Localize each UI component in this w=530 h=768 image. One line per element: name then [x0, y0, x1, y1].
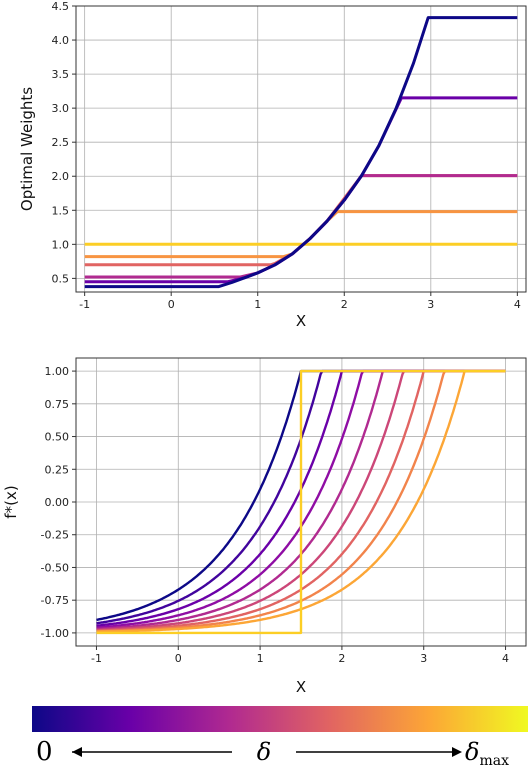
x-tick-label: 0: [168, 298, 175, 311]
x-axis-label: X: [296, 678, 306, 696]
delta-symbol: δ: [465, 738, 479, 766]
y-tick-label: -1.00: [41, 627, 69, 640]
y-axis-label: f*(x): [2, 485, 20, 518]
x-tick-label: 3: [427, 298, 434, 311]
y-tick-label: 2.5: [52, 136, 70, 149]
y-tick-label: 3.5: [52, 68, 70, 81]
y-tick-label: -0.50: [41, 561, 69, 574]
x-tick-label: 3: [420, 652, 427, 665]
x-tick-label: 2: [338, 652, 345, 665]
x-tick-label: -1: [79, 298, 90, 311]
max-subscript: max: [479, 753, 509, 768]
y-tick-label: 0.50: [45, 431, 70, 444]
y-tick-label: 4.5: [52, 0, 70, 13]
arrow-left-icon: [72, 747, 232, 757]
x-tick-label: 1: [254, 298, 261, 311]
weight-series-line: [84, 16, 518, 289]
y-tick-label: 0.5: [52, 272, 70, 285]
y-tick-label: -0.25: [41, 529, 69, 542]
x-tick-label: 2: [341, 298, 348, 311]
colorbar-gradient: [32, 706, 528, 732]
grid: [76, 5, 526, 292]
y-tick-label: 1.0: [52, 238, 70, 251]
weight-series-line: [84, 96, 518, 284]
x-axis-label: X: [296, 312, 306, 330]
x-tick-label: 4: [502, 652, 509, 665]
f-star-chart: -1 0 1 2 3 4 -1.00 -0.75 -0.50 -0.25 0.00 0.25 0.50 0…: [2, 357, 527, 696]
colorbar-label-zero: 0: [36, 737, 53, 767]
y-tick-label: -0.75: [41, 594, 69, 607]
y-tick-label: 2.0: [52, 170, 70, 183]
colorbar-label-delta: δ: [257, 738, 271, 766]
y-axis-label: Optimal Weights: [18, 87, 36, 211]
x-tick-label: 0: [175, 652, 182, 665]
weight-series-line: [84, 174, 518, 279]
x-tick-label: 4: [514, 298, 521, 311]
weight-series-line: [84, 174, 518, 267]
weight-series-line: [84, 210, 518, 259]
y-tick-label: 0.75: [45, 398, 70, 411]
y-tick-label: 1.5: [52, 204, 70, 217]
arrow-right-icon: [296, 747, 462, 757]
y-tick-label: 1.00: [45, 365, 70, 378]
series-lines: [84, 16, 518, 289]
y-tick-label: 3.0: [52, 102, 70, 115]
ticks: -1 0 1 2 3 4 0.5 1.0 1.5 2.0 2.5 3.0 3.5 4.0 4.5: [52, 0, 521, 311]
y-tick-label: 4.0: [52, 34, 70, 47]
colorbar-label-delta-max: δmax: [465, 738, 509, 768]
y-tick-label: 0.25: [45, 463, 70, 476]
series-curves: [96, 369, 506, 635]
f-star-curve: [96, 369, 506, 635]
delta-colorbar: 0 δ δmax: [32, 706, 528, 768]
optimal-weights-chart: -1 0 1 2 3 4 0.5 1.0 1.5 2.0 2.5 3.0 3.5 4.0 4.5 X Opt…: [18, 0, 527, 330]
x-tick-label: 1: [257, 652, 264, 665]
x-tick-label: -1: [91, 652, 102, 665]
y-tick-label: 0.00: [45, 496, 70, 509]
plot-frame: [75, 5, 527, 293]
ticks: -1 0 1 2 3 4 -1.00 -0.75 -0.50 -0.25 0.00 0.25 0.50 0…: [41, 365, 510, 665]
